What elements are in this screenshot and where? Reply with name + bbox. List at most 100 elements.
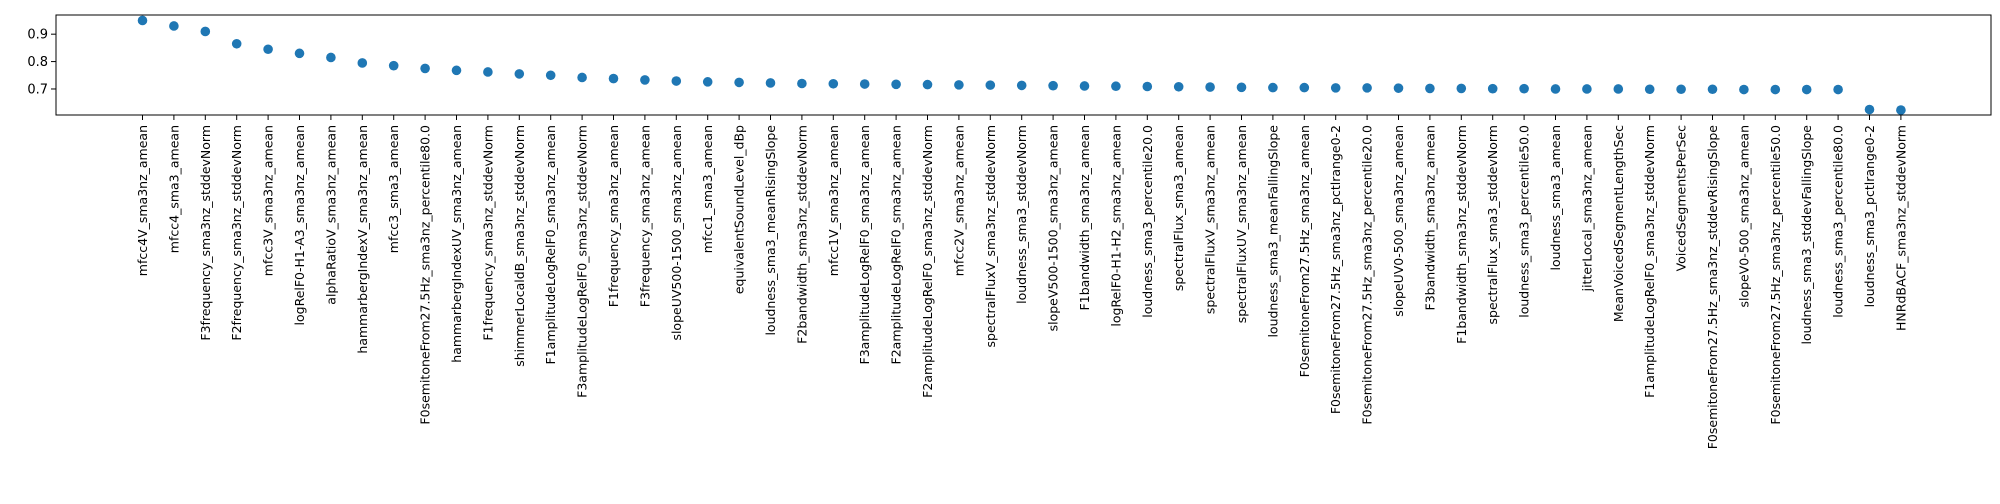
x-tick-label: spectralFlux_sma3_stddevNorm [1485,125,1500,324]
data-point [1739,84,1749,95]
x-tick-label: F2bandwidth_sma3nz_stddevNorm [794,125,809,344]
data-point [294,48,305,59]
data-point [545,70,556,81]
x-tick-label: spectralFluxV_sma3nz_amean [1203,125,1218,314]
data-point [1676,84,1686,95]
x-tick-label: HNRdBACF_sma3nz_stddevNorm [1893,125,1908,331]
y-tick-label: 0.7 [27,82,48,97]
data-point [1613,84,1624,94]
y-tick-label: 0.8 [27,55,48,70]
x-tick-label: logRelF0-H1-H2_sma3nz_amean [1108,125,1123,327]
x-tick-label: loudness_sma3_amean [1548,125,1563,271]
plot-area-frame [55,14,1992,116]
data-point [1519,83,1529,94]
data-point [922,79,933,90]
data-point [702,77,713,87]
data-point [1644,84,1655,95]
data-point [891,79,901,90]
x-tick-label: slopeUV0-500_sma3nz_amean [1391,125,1406,317]
x-tick-label: loudness_sma3_percentile20.0 [1140,125,1155,318]
x-tick-label: VoicedSegmentsPerSec [1674,125,1689,272]
x-tick-label: loudness_sma3_stddevNorm [1014,125,1029,304]
x-tick-label: loudness_sma3_percentile80.0 [1831,125,1846,318]
data-point [1393,83,1404,93]
data-point [985,80,996,90]
x-tick-label: logRelF0-H1-A3_sma3nz_amean [292,125,307,325]
data-point [797,78,807,89]
x-tick-label: spectralFluxV_sma3nz_stddevNorm [983,125,998,347]
data-point [483,67,493,77]
data-point [1362,83,1372,93]
data-point [1864,104,1875,115]
data-point [1299,82,1310,93]
x-tick-label: F1frequency_sma3nz_stddevNorm [480,125,495,341]
x-tick-label: spectralFlux_sma3_amean [1171,125,1186,291]
x-tick-label: F3frequency_sma3nz_amean [637,125,652,307]
x-tick-label: mfcc2V_sma3nz_amean [951,125,966,276]
x-tick-label: F0semitoneFrom27.5Hz_sma3nz_percentile80… [418,125,433,425]
data-point [169,21,179,31]
y-tick-label: 0.9 [27,28,48,43]
x-tick-label: mfcc1V_sma3nz_amean [826,125,841,276]
x-tick-label: F1bandwidth_sma3nz_stddevNorm [1454,125,1469,344]
data-point [420,63,430,74]
data-point [671,76,682,86]
data-point [1896,105,1906,115]
x-axis-tick-labels: mfcc4V_sma3nz_amean mfcc4_sma3_amean F3fre… [135,115,1908,449]
data-point [1111,81,1121,92]
data-point [1487,83,1498,94]
x-tick-label: mfcc3V_sma3nz_amean [261,125,276,276]
data-point [1173,81,1184,92]
x-tick-label: loudness_sma3_pctlrange0-2 [1862,125,1877,307]
x-tick-label: F0semitoneFrom27.5Hz_sma3nz_percentile20… [1360,125,1375,425]
data-point [1048,80,1058,91]
x-tick-label: mfcc4_sma3_amean [166,125,181,253]
data-point [640,75,650,85]
data-point [357,58,368,68]
data-point [734,77,744,88]
data-point [1550,84,1561,94]
data-point [388,60,399,71]
x-tick-label: mfcc3_sma3_amean [386,125,401,253]
x-tick-label: F1amplitudeLogRelF0_sma3nz_stddevNorm [1642,125,1657,398]
x-tick-label: F0semitoneFrom27.5Hz_sma3nz_percentile50… [1768,125,1783,425]
data-point [1205,82,1215,92]
x-tick-label: F2amplitudeLogRelF0_sma3nz_stddevNorm [920,125,935,398]
data-point [1268,82,1278,93]
data-point [1770,84,1781,95]
x-tick-label: F3amplitudeLogRelF0_sma3nz_amean [857,125,872,364]
x-tick-label: MeanVoicedSegmentLengthSec [1611,125,1626,322]
x-tick-label: loudness_sma3_meanFallingSlope [1265,125,1280,338]
x-tick-label: mfcc1_sma3_amean [700,125,715,253]
x-tick-label: hammarbergIndexUV_sma3nz_amean [449,125,464,363]
data-point [954,80,964,90]
data-point [765,78,776,88]
data-point [577,72,587,83]
data-point [1142,81,1153,92]
x-tick-label: F0semitoneFrom27.5Hz_sma3nz_amean [1297,125,1312,377]
data-point [514,69,525,79]
data-point [231,38,242,49]
data-point [1833,84,1843,95]
data-point [1330,83,1341,93]
x-tick-label: F0semitoneFrom27.5Hz_sma3nz_stddevRising… [1705,125,1720,450]
x-tick-label: shimmerLocaldB_sma3nz_stddevNorm [512,125,527,367]
data-point [1707,84,1718,95]
x-tick-label: F0semitoneFrom27.5Hz_sma3nz_pctlrange0-2 [1328,125,1343,414]
data-point [828,78,839,89]
x-tick-label: F2frequency_sma3nz_stddevNorm [229,125,244,341]
data-point [1456,83,1467,94]
y-axis-ticks: 0.7 0.8 0.9 [27,28,56,97]
x-tick-label: F3amplitudeLogRelF0_sma3nz_stddevNorm [575,125,590,398]
data-point [263,44,273,55]
x-tick-label: loudness_sma3_percentile50.0 [1517,125,1532,318]
x-tick-label: equivalentSoundLevel_dBp [732,125,747,294]
data-point [137,15,148,26]
data-point [859,79,870,89]
data-point [608,73,619,84]
data-point [1236,82,1247,93]
x-tick-label: hammarbergIndexV_sma3nz_amean [355,125,370,354]
